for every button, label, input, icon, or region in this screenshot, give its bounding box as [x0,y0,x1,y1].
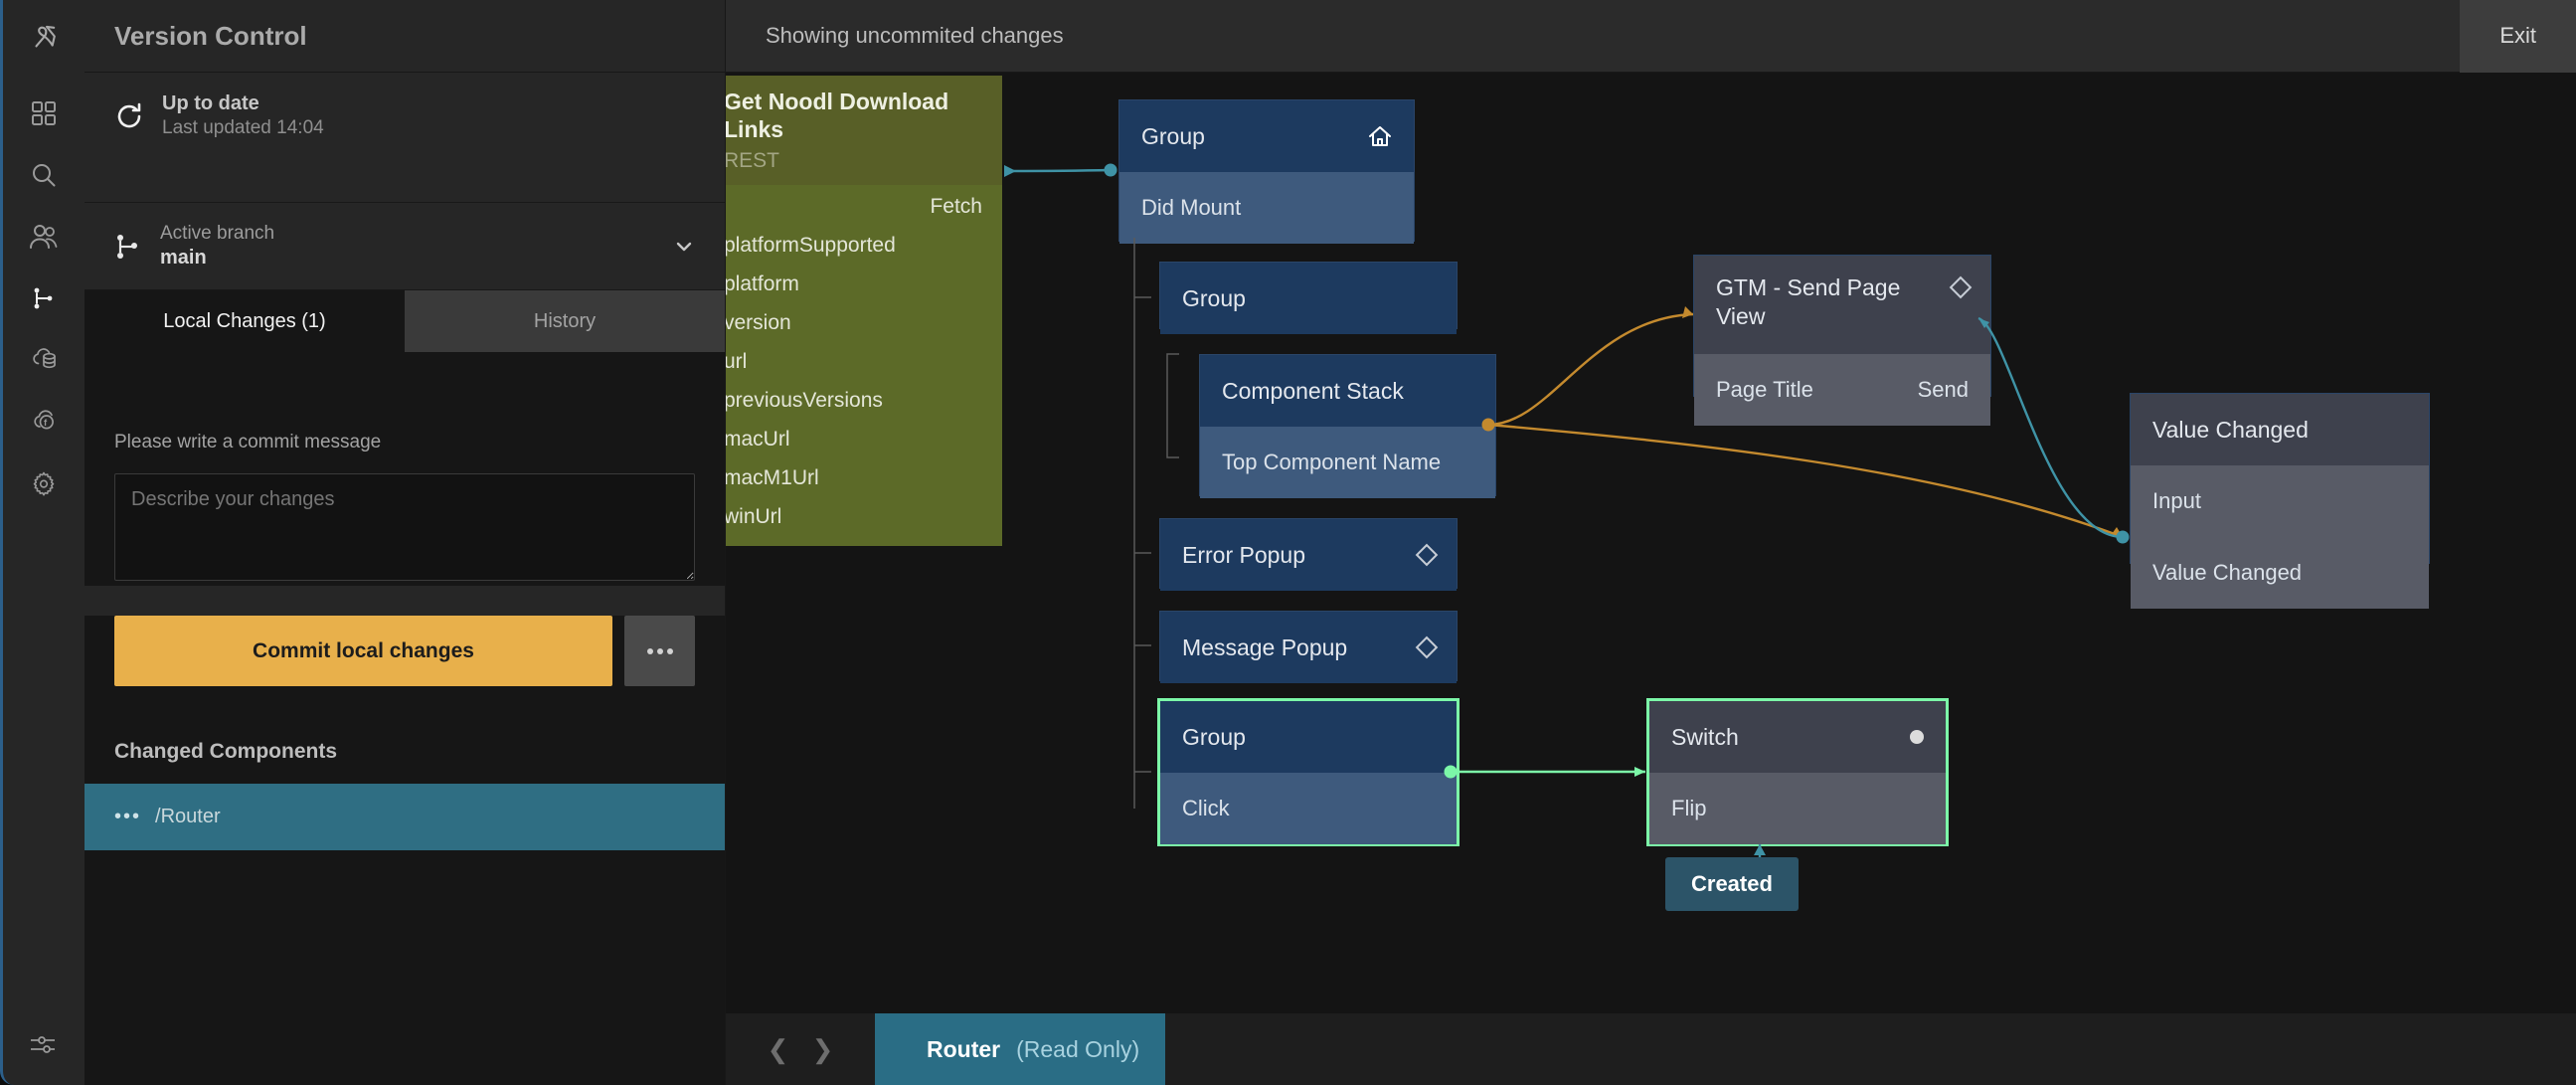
svg-text:f: f [44,418,48,429]
